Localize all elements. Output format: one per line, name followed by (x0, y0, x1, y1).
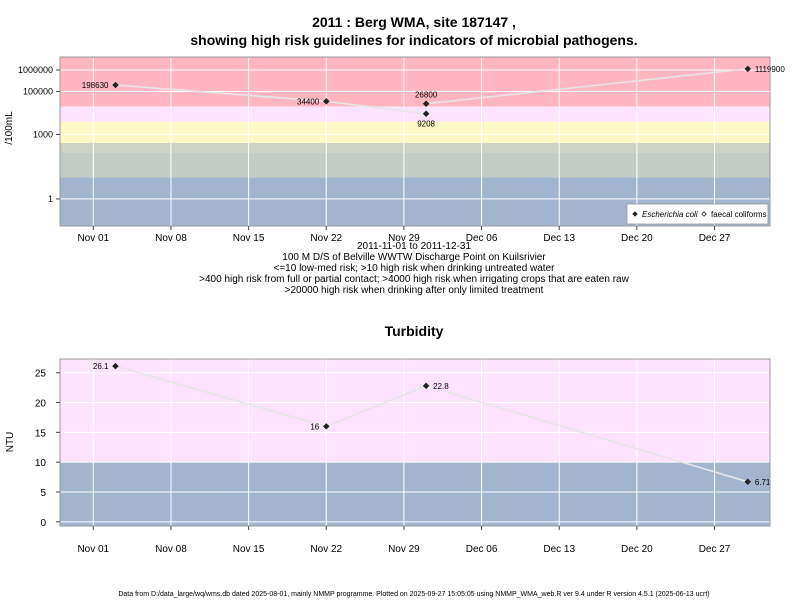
turbidity-data-points: 26.1 16 22.8 6.71 (93, 362, 771, 487)
x-tick-label-3: Nov 22 (310, 233, 342, 244)
risk-band-4 (60, 106, 770, 122)
caption-line-1: 100 M D/S of Belville WWTW Discharge Poi… (282, 252, 546, 263)
ecoli-point-1 (322, 98, 330, 105)
y-axis-label: /100mL (4, 111, 15, 145)
x-tick-label-7: Dec 20 (621, 233, 653, 244)
caption-line-0: 2011-11-01 to 2011-12-31 (357, 241, 471, 252)
y-tick-label-2: 100000 (23, 86, 53, 96)
chart-title-line-2: showing high risk guidelines for indicat… (190, 32, 637, 48)
x-axis-ticks: Nov 01 Nov 08 Nov 15 Nov 22 Nov 29 Dec 06 Dec … (77, 226, 731, 244)
turbidity-x-tick-label-3: Nov 22 (310, 544, 342, 555)
ecoli-point-4 (744, 65, 752, 73)
turbidity-x-tick-label-2: Nov 15 (233, 544, 265, 555)
turbidity-x-tick-label-8: Dec 27 (699, 544, 731, 555)
ecoli-point-label-2: 26800 (415, 91, 438, 100)
turbidity-y-tick-label-5: 25 (35, 369, 47, 380)
x-tick-label-0: Nov 01 (77, 233, 109, 244)
turbidity-x-tick-label-0: Nov 01 (77, 544, 109, 555)
gridlines (60, 57, 770, 226)
turbidity-y-axis-label: NTU (5, 432, 16, 453)
turbidity-x-tick-label-1: Nov 08 (155, 544, 187, 555)
turbidity-point-1 (322, 423, 330, 430)
turbidity-point-label-3: 6.71 (755, 478, 771, 487)
turbidity-point-2 (422, 382, 430, 390)
footer-note: Data from D:/data_large/wq/wms.db dated … (118, 591, 709, 598)
turbidity-x-tick-label-6: Dec 13 (543, 544, 575, 555)
legend-box (626, 203, 769, 225)
caption-line-3: >400 high risk from full or partial cont… (199, 274, 629, 285)
turbidity-x-tick-label-5: Dec 06 (466, 544, 498, 555)
legend-ecoli-marker (632, 211, 638, 217)
turbidity-band-0 (60, 462, 770, 526)
turbidity-point-3 (744, 478, 752, 486)
microbial-chart: 2011 : Berg WMA, site 187147 , showing h… (4, 14, 785, 296)
risk-bands (60, 57, 770, 226)
ecoli-point-label-1: 34400 (297, 97, 320, 106)
turbidity-title: Turbidity (385, 323, 444, 339)
turbidity-bands (60, 359, 770, 526)
turbidity-x-tick-label-4: Nov 29 (388, 544, 420, 555)
x-tick-label-8: Dec 27 (699, 233, 731, 244)
caption-line-4: >20000 high risk when drinking after onl… (285, 285, 544, 296)
x-tick-label-5: Dec 06 (466, 233, 498, 244)
turbidity-y-axis-ticks: 0 5 10 15 20 25 (35, 369, 60, 529)
turbidity-x-axis-ticks: Nov 01 Nov 08 Nov 15 Nov 22 Nov 29 Dec 06 Dec … (77, 526, 731, 555)
legend-faecal-label: faecal coliforms (711, 210, 767, 219)
y-tick-label-1: 1000 (33, 129, 53, 139)
turbidity-point-0 (112, 362, 119, 370)
turbidity-gridlines (60, 359, 770, 526)
turbidity-plot-frame (59, 358, 771, 527)
x-tick-label-4: Nov 29 (388, 233, 420, 244)
risk-band-1 (60, 152, 770, 178)
x-tick-label-2: Nov 15 (233, 233, 265, 244)
ecoli-point-3 (422, 110, 430, 118)
legend: Escherichia coli faecal coliforms (626, 203, 769, 225)
turbidity-y-tick-label-2: 10 (35, 458, 47, 469)
chart-title-line-1: 2011 : Berg WMA, site 187147 , (312, 14, 516, 30)
caption-line-2: <=10 low-med risk; >10 high risk when dr… (274, 263, 556, 274)
x-tick-label-6: Dec 13 (543, 233, 575, 244)
turbidity-point-label-1: 16 (310, 422, 319, 431)
turbidity-y-tick-label-4: 20 (35, 399, 47, 410)
ecoli-point-0 (112, 81, 119, 89)
risk-band-3 (60, 121, 770, 143)
ecoli-point-2 (422, 100, 430, 108)
turbidity-point-label-0: 26.1 (93, 362, 109, 371)
plot-frame (59, 56, 771, 227)
turbidity-x-tick-label-7: Dec 20 (621, 544, 653, 555)
risk-band-5 (60, 57, 770, 107)
turbidity-y-tick-label-0: 0 (40, 518, 46, 529)
turbidity-polyline (115, 365, 749, 483)
legend-faecal-marker (701, 211, 707, 217)
turbidity-band-1 (60, 359, 770, 463)
y-tick-label-3: 1000000 (18, 65, 53, 75)
ecoli-point-label-0: 198630 (82, 81, 109, 90)
turbidity-trend-line (115, 365, 749, 483)
risk-band-2 (60, 142, 770, 153)
y-axis-ticks: 1 1000 100000 1000000 (18, 65, 60, 204)
ecoli-point-label-3: 9208 (417, 120, 435, 129)
x-tick-label-1: Nov 08 (155, 233, 187, 244)
y-tick-label-0: 1 (48, 194, 53, 204)
turbidity-point-label-2: 22.8 (433, 382, 449, 391)
legend-ecoli-label: Escherichia coli (642, 210, 698, 219)
turbidity-y-tick-label-1: 5 (40, 488, 46, 499)
turbidity-y-tick-label-3: 15 (35, 428, 47, 439)
